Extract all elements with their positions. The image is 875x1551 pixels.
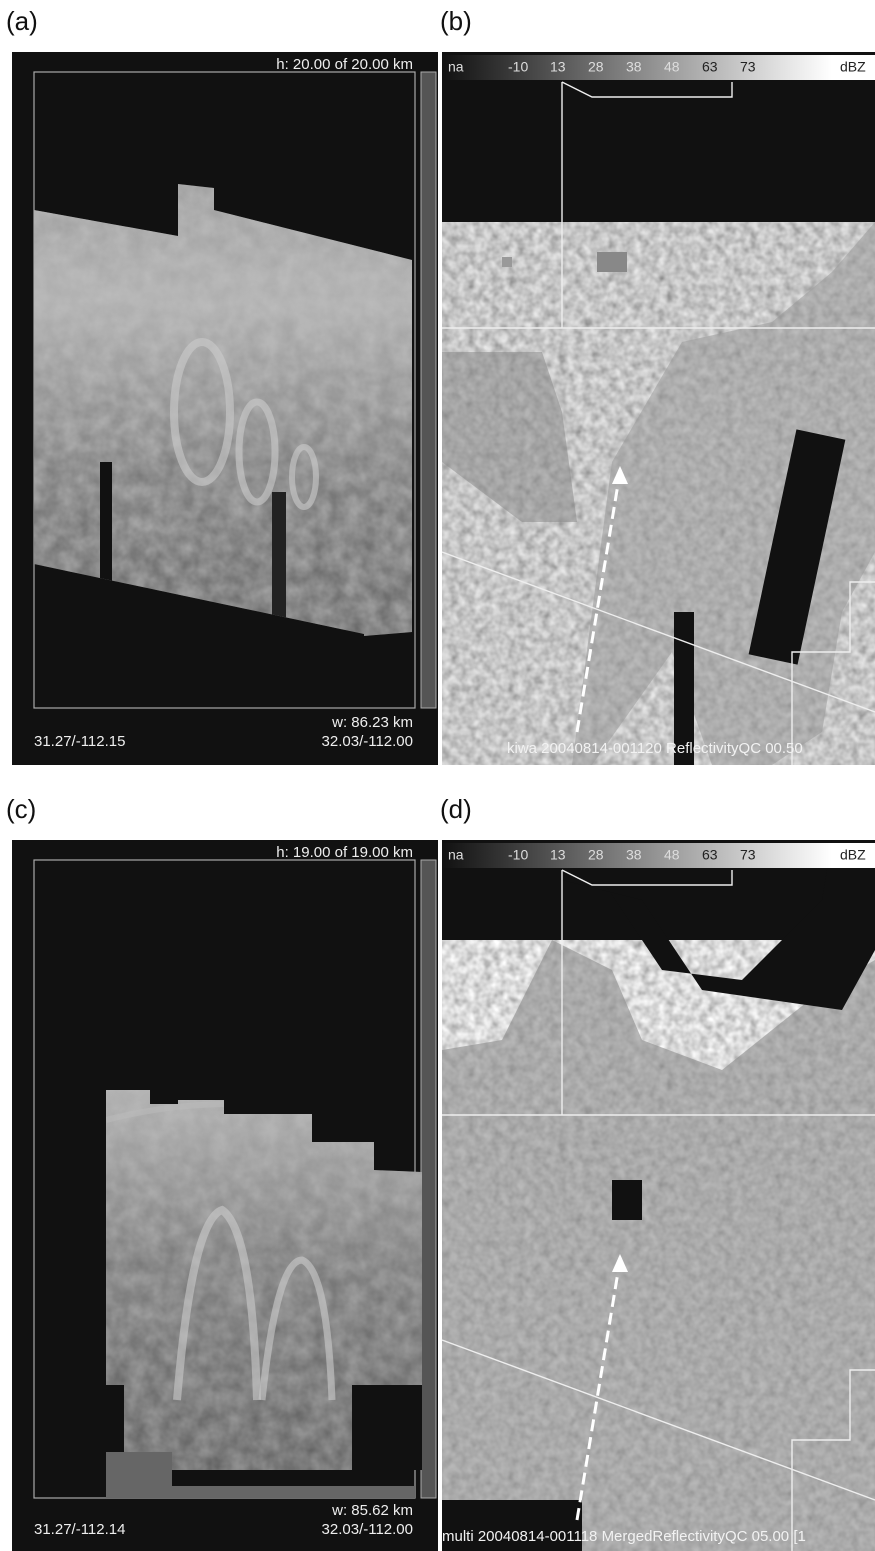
colorbar-label: dBZ bbox=[840, 59, 866, 75]
panel-label: (a) bbox=[6, 6, 38, 37]
left-coordinate: 31.27/-112.14 bbox=[34, 1521, 125, 1538]
page: (a) (b) (c) (d) h: 20. bbox=[0, 0, 875, 1551]
caption: kiwa 20040814-001120 ReflectivityQC 00.5… bbox=[507, 740, 803, 757]
colorbar-label: na bbox=[448, 59, 464, 75]
width-readout: w: 86.23 km bbox=[331, 714, 413, 731]
cross-section-panel: h: 19.00 of 19.00 km w: 85.62 km 31.27/-… bbox=[12, 840, 438, 1551]
colorbar-label: 13 bbox=[550, 59, 566, 75]
colorbar-label: 28 bbox=[588, 847, 604, 863]
radar-panel: na -10 13 28 38 48 63 73 dBZ multi 20040814-0011… bbox=[442, 840, 875, 1551]
panel-label: (d) bbox=[440, 794, 472, 825]
colorbar-label: dBZ bbox=[840, 847, 866, 863]
right-coordinate: 32.03/-112.00 bbox=[322, 1521, 413, 1538]
colorbar-label: 38 bbox=[626, 59, 642, 75]
colorbar-label: 63 bbox=[702, 59, 718, 75]
panel-label: (c) bbox=[6, 794, 36, 825]
colorbar-label: 28 bbox=[588, 59, 604, 75]
width-readout: w: 85.62 km bbox=[331, 1502, 413, 1519]
colorbar-label: na bbox=[448, 847, 464, 863]
colorbar-label: -10 bbox=[508, 59, 528, 75]
left-coordinate: 31.27/-112.15 bbox=[34, 733, 125, 750]
colorbar-label: 63 bbox=[702, 847, 718, 863]
colorbar-label: -10 bbox=[508, 847, 528, 863]
colorbar-label: 13 bbox=[550, 847, 566, 863]
right-coordinate: 32.03/-112.00 bbox=[322, 733, 413, 750]
cross-section-panel: h: 20.00 of 20.00 km w: 86.23 km 31.27/-… bbox=[12, 52, 438, 765]
colorbar-label: 73 bbox=[740, 847, 756, 863]
radar-panel: na -10 13 28 38 48 63 73 dBZ kiwa 20040814-00112… bbox=[442, 52, 875, 765]
colorbar-label: 73 bbox=[740, 59, 756, 75]
height-readout: h: 20.00 of 20.00 km bbox=[276, 56, 413, 73]
panel-label: (b) bbox=[440, 6, 472, 37]
height-readout: h: 19.00 of 19.00 km bbox=[276, 844, 413, 861]
colorbar-label: 48 bbox=[664, 847, 680, 863]
colorbar-label: 48 bbox=[664, 59, 680, 75]
caption: multi 20040814-001118 MergedReflectivity… bbox=[442, 1528, 806, 1545]
colorbar-label: 38 bbox=[626, 847, 642, 863]
